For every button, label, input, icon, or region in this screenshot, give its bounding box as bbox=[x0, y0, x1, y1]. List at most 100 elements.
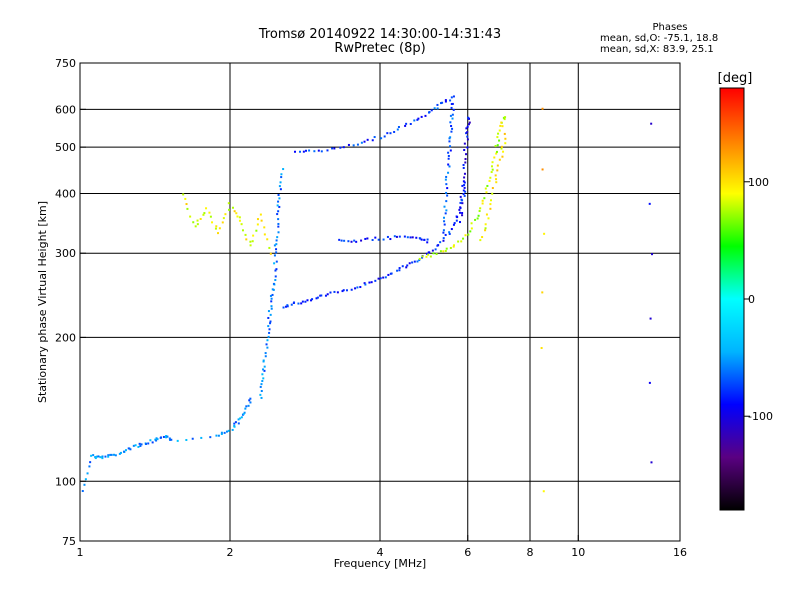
data-point bbox=[132, 444, 135, 447]
data-point bbox=[269, 294, 272, 297]
data-point bbox=[311, 298, 314, 301]
data-point bbox=[196, 219, 199, 222]
data-point bbox=[445, 209, 448, 212]
data-point bbox=[224, 213, 227, 216]
data-point bbox=[461, 214, 464, 217]
data-point bbox=[502, 116, 505, 119]
data-point bbox=[443, 223, 446, 226]
data-point bbox=[211, 221, 214, 224]
data-point bbox=[208, 211, 211, 214]
data-point bbox=[285, 305, 288, 308]
data-point bbox=[138, 442, 141, 445]
data-point bbox=[240, 416, 243, 419]
chart-title-block: Tromsø 20140922 14:30:00-14:31:43 RwPret… bbox=[230, 28, 530, 56]
data-point bbox=[256, 218, 259, 221]
data-point bbox=[440, 102, 443, 105]
data-point bbox=[418, 259, 421, 262]
data-point bbox=[333, 147, 336, 150]
data-point bbox=[297, 302, 300, 305]
data-point bbox=[99, 456, 102, 459]
data-point bbox=[500, 121, 503, 124]
trace-group bbox=[338, 235, 429, 244]
data-point bbox=[455, 215, 458, 218]
y-tick-label: 100 bbox=[55, 475, 76, 488]
data-point bbox=[461, 212, 464, 215]
data-point bbox=[393, 130, 396, 133]
data-point bbox=[223, 431, 226, 434]
data-point bbox=[403, 235, 406, 238]
data-point bbox=[233, 425, 236, 428]
data-point bbox=[274, 275, 277, 278]
data-point bbox=[164, 435, 167, 438]
data-point bbox=[450, 124, 453, 127]
data-point bbox=[305, 149, 308, 152]
data-point bbox=[424, 114, 427, 117]
data-point bbox=[450, 106, 453, 109]
data-point bbox=[278, 197, 281, 200]
data-point bbox=[290, 303, 293, 306]
data-point bbox=[320, 294, 323, 297]
data-point bbox=[275, 243, 278, 246]
data-point bbox=[495, 181, 498, 184]
data-point bbox=[366, 138, 369, 141]
data-point bbox=[418, 257, 421, 260]
data-point bbox=[267, 335, 270, 338]
data-point bbox=[496, 169, 499, 172]
data-point bbox=[462, 166, 465, 169]
data-point bbox=[263, 233, 266, 236]
data-point bbox=[406, 236, 409, 239]
data-point bbox=[341, 290, 344, 293]
data-point bbox=[542, 490, 545, 493]
data-point bbox=[448, 231, 451, 234]
data-point bbox=[260, 219, 263, 222]
data-point bbox=[200, 436, 203, 439]
data-point bbox=[249, 244, 252, 247]
data-point bbox=[479, 207, 482, 210]
y-tick-label: 750 bbox=[55, 57, 76, 70]
data-point bbox=[465, 153, 468, 156]
data-point bbox=[326, 293, 329, 296]
data-point bbox=[495, 150, 498, 153]
data-point bbox=[425, 255, 428, 258]
data-point bbox=[493, 156, 496, 159]
data-point bbox=[461, 202, 464, 205]
trace-group bbox=[442, 102, 455, 234]
data-point bbox=[463, 184, 466, 187]
data-point bbox=[264, 355, 267, 358]
x-tick-label: 1 bbox=[77, 546, 84, 559]
data-point bbox=[233, 210, 236, 213]
data-point bbox=[249, 240, 252, 243]
data-point bbox=[463, 181, 466, 184]
data-point bbox=[92, 454, 95, 457]
y-tick-label: 500 bbox=[55, 141, 76, 154]
data-point bbox=[270, 307, 273, 310]
data-point bbox=[88, 465, 91, 468]
data-point bbox=[446, 194, 449, 197]
data-point bbox=[650, 461, 653, 464]
data-point bbox=[432, 252, 435, 255]
data-point bbox=[347, 240, 350, 243]
data-point bbox=[278, 185, 281, 188]
data-point bbox=[413, 260, 416, 263]
data-point bbox=[274, 279, 277, 282]
data-point bbox=[452, 245, 455, 248]
data-point bbox=[404, 124, 407, 127]
data-point bbox=[144, 443, 147, 446]
data-point bbox=[220, 431, 223, 434]
data-point bbox=[651, 253, 654, 256]
data-point bbox=[255, 229, 258, 232]
data-point bbox=[300, 302, 303, 305]
data-point bbox=[268, 331, 271, 334]
data-point bbox=[491, 187, 494, 190]
data-point bbox=[186, 207, 189, 210]
trace-group bbox=[293, 95, 455, 153]
data-point bbox=[461, 184, 464, 187]
data-point bbox=[483, 197, 486, 200]
data-point bbox=[278, 205, 281, 208]
data-point bbox=[490, 171, 493, 174]
data-point bbox=[139, 444, 142, 447]
data-point bbox=[405, 266, 408, 269]
x-tick-label: 4 bbox=[377, 546, 384, 559]
data-point bbox=[503, 132, 506, 135]
data-point bbox=[350, 240, 353, 243]
